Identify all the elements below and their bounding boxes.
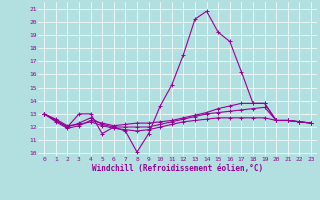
X-axis label: Windchill (Refroidissement éolien,°C): Windchill (Refroidissement éolien,°C) xyxy=(92,164,263,173)
